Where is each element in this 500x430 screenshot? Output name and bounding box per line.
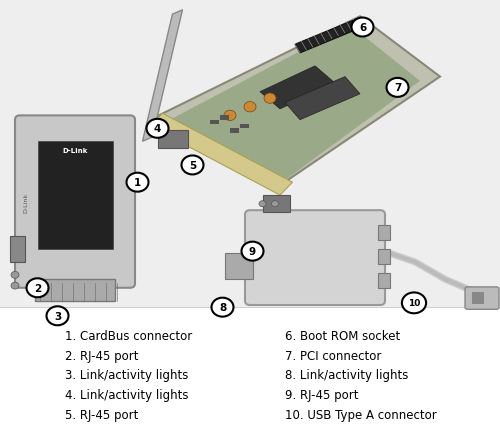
Text: 1: 1 — [134, 178, 141, 188]
FancyBboxPatch shape — [10, 237, 25, 262]
Polygon shape — [285, 77, 360, 120]
Circle shape — [352, 18, 374, 37]
FancyBboxPatch shape — [0, 0, 500, 307]
Circle shape — [242, 242, 264, 261]
Circle shape — [212, 298, 234, 317]
Circle shape — [146, 120, 169, 138]
Text: 7: 7 — [394, 83, 401, 93]
FancyBboxPatch shape — [378, 273, 390, 288]
FancyBboxPatch shape — [378, 249, 390, 264]
Circle shape — [11, 272, 19, 279]
FancyBboxPatch shape — [210, 120, 219, 125]
Text: 3. Link/activity lights: 3. Link/activity lights — [65, 369, 188, 381]
FancyBboxPatch shape — [230, 129, 239, 133]
Text: D-Link: D-Link — [62, 147, 88, 154]
Text: 10. USB Type A connector: 10. USB Type A connector — [285, 408, 437, 421]
Text: 4. Link/activity lights: 4. Link/activity lights — [65, 388, 188, 401]
Circle shape — [26, 279, 48, 298]
Circle shape — [126, 173, 148, 192]
Text: 9. RJ-45 port: 9. RJ-45 port — [285, 388, 358, 401]
Text: 7. PCI connector: 7. PCI connector — [285, 349, 382, 362]
FancyBboxPatch shape — [465, 287, 499, 310]
Text: 9: 9 — [249, 246, 256, 257]
FancyBboxPatch shape — [262, 196, 290, 213]
Circle shape — [11, 283, 19, 289]
Polygon shape — [150, 17, 440, 189]
FancyBboxPatch shape — [220, 116, 229, 120]
Text: 1. CardBus connector: 1. CardBus connector — [65, 329, 192, 342]
FancyBboxPatch shape — [378, 226, 390, 241]
FancyBboxPatch shape — [240, 125, 249, 129]
FancyBboxPatch shape — [38, 142, 113, 249]
Text: 10: 10 — [408, 299, 420, 307]
Circle shape — [402, 293, 426, 313]
Text: 5: 5 — [189, 160, 196, 171]
Circle shape — [244, 102, 256, 113]
Polygon shape — [150, 114, 292, 196]
Text: 3: 3 — [54, 311, 61, 321]
Text: 6. Boot ROM socket: 6. Boot ROM socket — [285, 329, 400, 342]
FancyBboxPatch shape — [35, 280, 115, 301]
FancyBboxPatch shape — [472, 292, 484, 304]
Polygon shape — [158, 131, 188, 148]
Circle shape — [264, 94, 276, 104]
Text: 2: 2 — [34, 283, 41, 293]
Circle shape — [224, 111, 236, 121]
Text: 6: 6 — [359, 23, 366, 33]
FancyBboxPatch shape — [245, 211, 385, 305]
Circle shape — [386, 79, 408, 98]
Text: 5. RJ-45 port: 5. RJ-45 port — [65, 408, 138, 421]
Circle shape — [272, 201, 278, 207]
Text: 4: 4 — [154, 124, 161, 134]
Circle shape — [46, 307, 68, 326]
Text: 8. Link/activity lights: 8. Link/activity lights — [285, 369, 408, 381]
FancyBboxPatch shape — [225, 254, 252, 280]
Text: 8: 8 — [219, 302, 226, 313]
Polygon shape — [142, 11, 182, 142]
Polygon shape — [295, 19, 362, 54]
Circle shape — [182, 156, 204, 175]
Text: 2. RJ-45 port: 2. RJ-45 port — [65, 349, 138, 362]
Circle shape — [259, 201, 266, 207]
Text: D-Link: D-Link — [24, 192, 28, 212]
Polygon shape — [260, 67, 335, 110]
FancyBboxPatch shape — [15, 116, 135, 288]
Polygon shape — [170, 26, 420, 181]
